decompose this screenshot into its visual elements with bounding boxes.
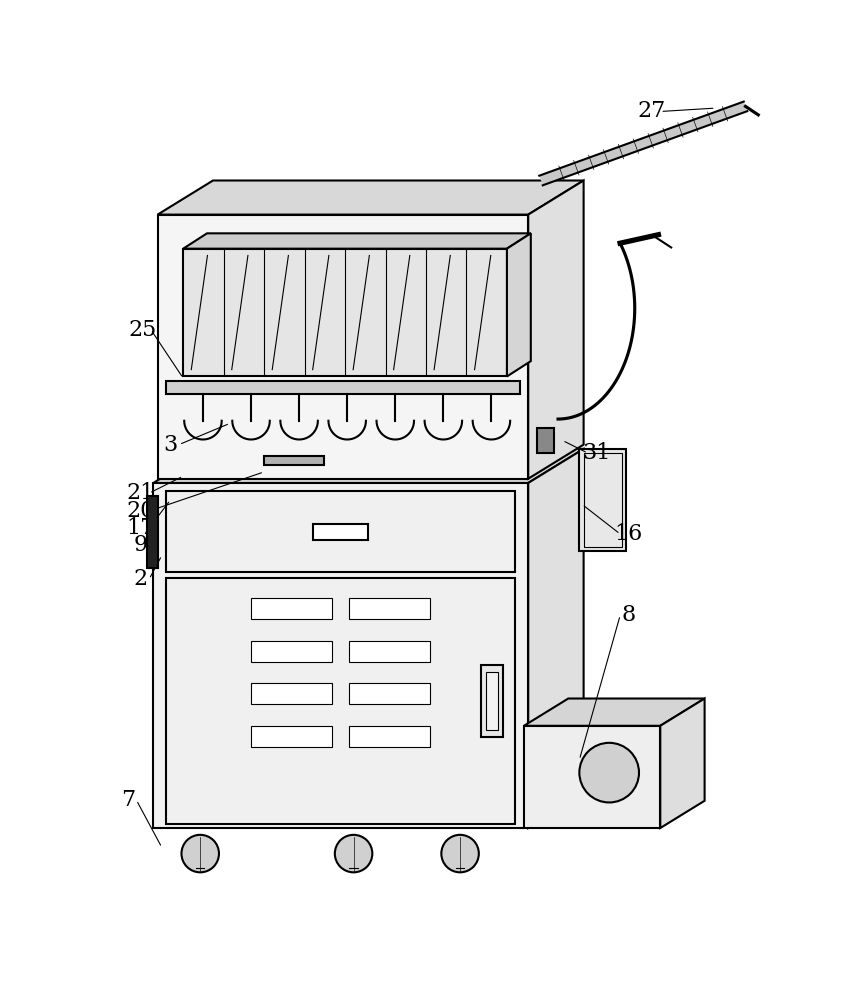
Text: 8: 8 <box>622 604 636 626</box>
Bar <box>251 683 332 704</box>
Text: 2: 2 <box>134 568 147 590</box>
Text: 9: 9 <box>134 534 147 556</box>
Circle shape <box>335 835 372 872</box>
Bar <box>251 598 332 619</box>
Text: 16: 16 <box>614 523 643 545</box>
Bar <box>349 726 430 747</box>
Polygon shape <box>153 449 584 483</box>
Text: 27: 27 <box>637 100 666 122</box>
Bar <box>153 483 528 828</box>
Bar <box>158 215 528 479</box>
Bar <box>349 683 430 704</box>
Bar <box>264 456 324 465</box>
Bar <box>147 496 158 568</box>
Text: 3: 3 <box>164 434 177 456</box>
Text: 17: 17 <box>126 517 155 539</box>
Bar <box>166 491 515 572</box>
Bar <box>349 641 430 662</box>
Bar <box>537 428 554 453</box>
Bar <box>584 453 622 547</box>
Bar <box>166 578 515 824</box>
Text: 31: 31 <box>582 442 611 464</box>
Circle shape <box>441 835 479 872</box>
Polygon shape <box>528 449 584 828</box>
Polygon shape <box>183 233 531 249</box>
Text: 20: 20 <box>126 500 155 522</box>
Polygon shape <box>528 181 584 479</box>
Circle shape <box>181 835 219 872</box>
Bar <box>166 381 520 393</box>
Bar <box>314 524 368 540</box>
Polygon shape <box>660 699 705 828</box>
Bar <box>251 641 332 662</box>
Bar <box>486 672 498 730</box>
Polygon shape <box>158 181 584 215</box>
Bar <box>183 249 507 376</box>
Bar <box>481 665 503 737</box>
Text: 25: 25 <box>128 319 157 341</box>
Text: 7: 7 <box>121 789 135 811</box>
Polygon shape <box>507 233 531 376</box>
Circle shape <box>579 743 639 802</box>
Polygon shape <box>524 699 705 726</box>
Bar <box>349 598 430 619</box>
Bar <box>524 726 660 828</box>
Bar <box>579 449 626 551</box>
Polygon shape <box>539 102 747 185</box>
Text: 21: 21 <box>126 482 155 504</box>
Bar <box>251 726 332 747</box>
